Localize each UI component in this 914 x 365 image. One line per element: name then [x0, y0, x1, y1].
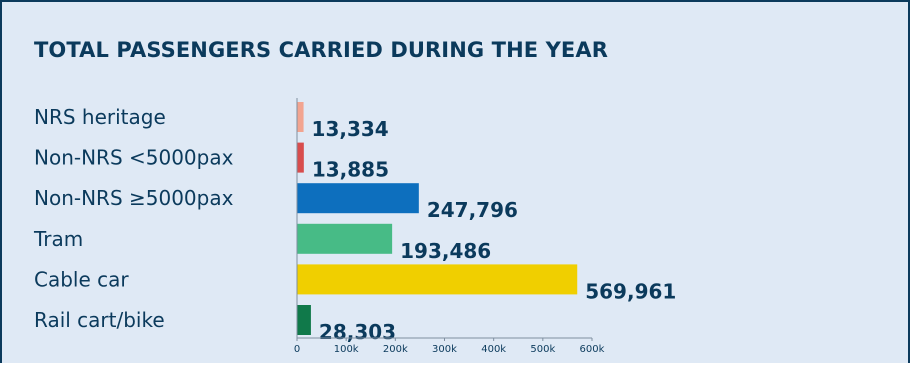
category-label: Non-NRS ≥5000pax: [34, 186, 234, 210]
category-label: Rail cart/bike: [34, 308, 165, 332]
x-tick-label: 200k: [383, 344, 408, 355]
category-label: Cable car: [34, 267, 129, 291]
bar: [297, 183, 419, 214]
x-tick-label: 400k: [481, 344, 506, 355]
value-labels: 13,334 13,885 247,796 193,486 569,961 28,303: [312, 117, 677, 344]
data-label: 193,486: [400, 239, 491, 263]
bar: [297, 223, 393, 254]
x-tick-label: 100k: [334, 344, 359, 355]
data-label: 569,961: [585, 279, 676, 303]
chart-title: TOTAL PASSENGERS CARRIED DURING THE YEAR: [34, 38, 608, 62]
data-label: 13,885: [312, 158, 389, 182]
data-label: 247,796: [427, 198, 518, 222]
x-tick-label: 500k: [530, 344, 555, 355]
category-label: Non-NRS <5000pax: [34, 146, 234, 170]
x-tick-label: 600k: [580, 344, 605, 355]
bar: [297, 264, 578, 295]
x-axis: 0 100k 200k 300k 400k 500k 600k: [294, 98, 605, 355]
bar: [297, 142, 304, 173]
data-label: 28,303: [319, 320, 396, 344]
bar: [297, 305, 311, 335]
bar: [297, 102, 304, 132]
category-labels: NRS heritage Non-NRS <5000pax Non-NRS ≥500…: [33, 105, 234, 332]
data-label: 13,334: [312, 117, 389, 141]
category-label: Tram: [33, 227, 83, 251]
bars: [297, 102, 578, 335]
category-label: NRS heritage: [34, 105, 166, 129]
x-tick-label: 0: [294, 344, 300, 355]
x-tick-label: 300k: [432, 344, 457, 355]
